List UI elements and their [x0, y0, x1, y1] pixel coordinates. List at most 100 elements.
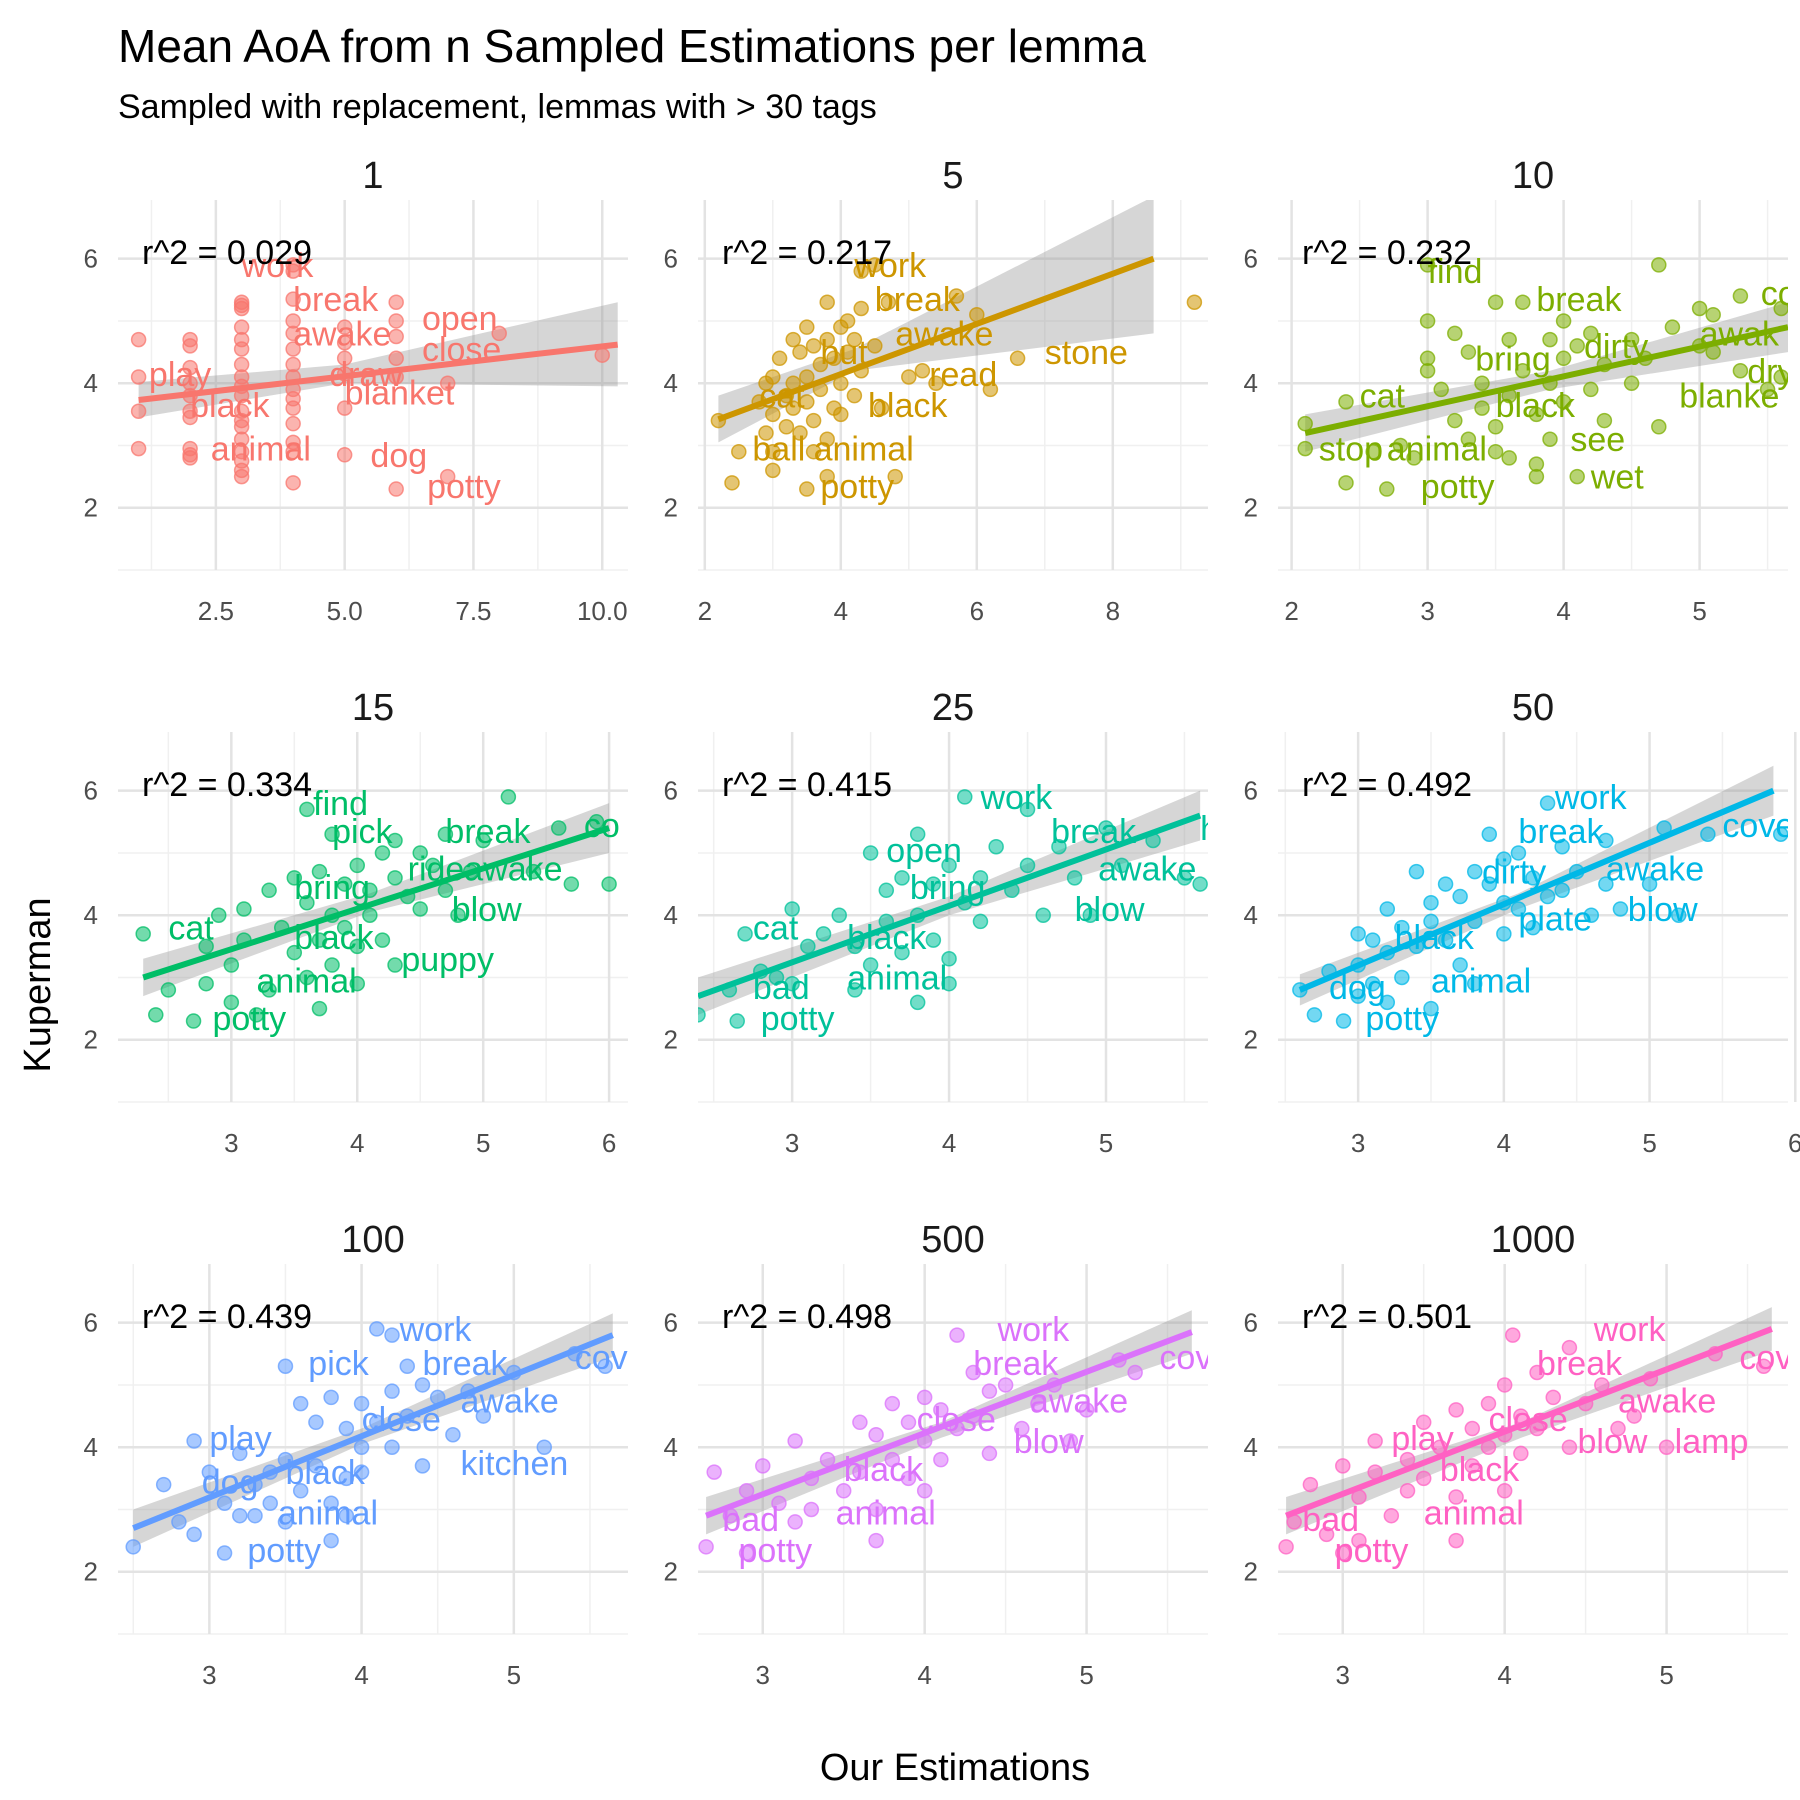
data-point [1598, 876, 1614, 892]
regression-line [705, 1329, 1193, 1519]
word-label: but [820, 334, 868, 372]
word-label: cat [168, 910, 214, 948]
data-point [285, 400, 301, 416]
data-point [852, 1414, 868, 1431]
data-point [1510, 901, 1527, 917]
word-label: cov [1159, 1339, 1212, 1377]
data-point [1700, 826, 1716, 843]
data-point [1487, 419, 1504, 435]
data-point [1759, 381, 1776, 398]
data-point [1539, 888, 1556, 905]
data-point [1419, 363, 1436, 379]
data-point [1448, 1532, 1464, 1549]
data-point [1705, 306, 1721, 323]
data-point [1515, 294, 1531, 311]
word-label: bring [294, 869, 370, 907]
data-point [799, 394, 815, 410]
data-point [491, 325, 507, 342]
data-point [1019, 857, 1036, 874]
data-point [1555, 350, 1572, 367]
data-point [758, 425, 774, 441]
word-label: bad [1302, 1501, 1359, 1539]
word-label: dirty [1482, 854, 1546, 892]
data-point [1732, 363, 1749, 379]
data-point [835, 1483, 852, 1499]
data-point [130, 440, 147, 457]
data-point [384, 1439, 400, 1455]
data-point [698, 1007, 706, 1023]
data-point [299, 801, 315, 818]
data-point [388, 350, 404, 367]
data-point [1379, 481, 1395, 497]
data-point [285, 341, 301, 357]
data-point [731, 443, 747, 460]
word-label: ride [408, 851, 465, 889]
data-point [1626, 1408, 1642, 1424]
word-label: dog [202, 1463, 259, 1501]
data-point [755, 1458, 771, 1474]
word-label: find [313, 785, 368, 823]
data-point [1510, 845, 1527, 861]
data-point [336, 400, 353, 416]
data-point [1561, 1339, 1578, 1356]
word-label: animal [836, 1495, 936, 1533]
facet-label: 15 [352, 687, 394, 729]
data-point [336, 334, 353, 351]
data-point [277, 1514, 294, 1530]
data-point [563, 876, 580, 892]
y-tick-label: 4 [664, 1432, 678, 1462]
data-point [324, 957, 340, 973]
word-label: potty [212, 1000, 286, 1038]
y-tick-label: 4 [664, 900, 678, 930]
data-point [362, 882, 378, 899]
data-point [1554, 882, 1570, 899]
data-point [1433, 381, 1449, 398]
word-label: black [1496, 387, 1576, 425]
data-point [1338, 394, 1354, 410]
data-point [765, 406, 781, 423]
data-point [878, 882, 895, 899]
word-label: awake [895, 315, 993, 353]
y-tick-label: 6 [664, 244, 678, 274]
data-point [1773, 300, 1788, 317]
y-tick-label: 4 [84, 900, 98, 930]
data-point [261, 982, 277, 998]
word-label: find [1428, 253, 1483, 291]
x-tick-label: 7.5 [455, 596, 491, 626]
data-point [771, 350, 788, 367]
data-point [815, 926, 832, 942]
regression-line [717, 255, 1155, 423]
data-point [160, 982, 177, 998]
data-point [948, 288, 965, 304]
word-label: black [868, 387, 948, 425]
word-label: break [973, 1345, 1059, 1383]
data-point [601, 876, 617, 892]
data-point [812, 356, 829, 373]
r-squared-label: r^2 = 0.232 [1302, 234, 1472, 272]
data-point [336, 919, 353, 936]
x-tick-label: 5 [476, 1128, 490, 1158]
word-label: bring [910, 869, 986, 907]
word-label: potty [1365, 1000, 1439, 1038]
data-point [1658, 1439, 1675, 1455]
data-point [868, 1532, 884, 1549]
data-point [285, 443, 301, 460]
data-point [909, 994, 926, 1011]
data-point [706, 1464, 722, 1480]
data-point [1554, 838, 1570, 855]
word-label: potty [738, 1532, 812, 1570]
data-point [286, 870, 303, 886]
data-point [387, 832, 403, 849]
data-point [1569, 338, 1585, 354]
data-point [450, 907, 466, 923]
data-point [805, 443, 822, 460]
regression-line [1285, 1326, 1773, 1519]
regression-line [138, 341, 619, 403]
data-point [1392, 437, 1409, 454]
data-point [130, 331, 147, 348]
